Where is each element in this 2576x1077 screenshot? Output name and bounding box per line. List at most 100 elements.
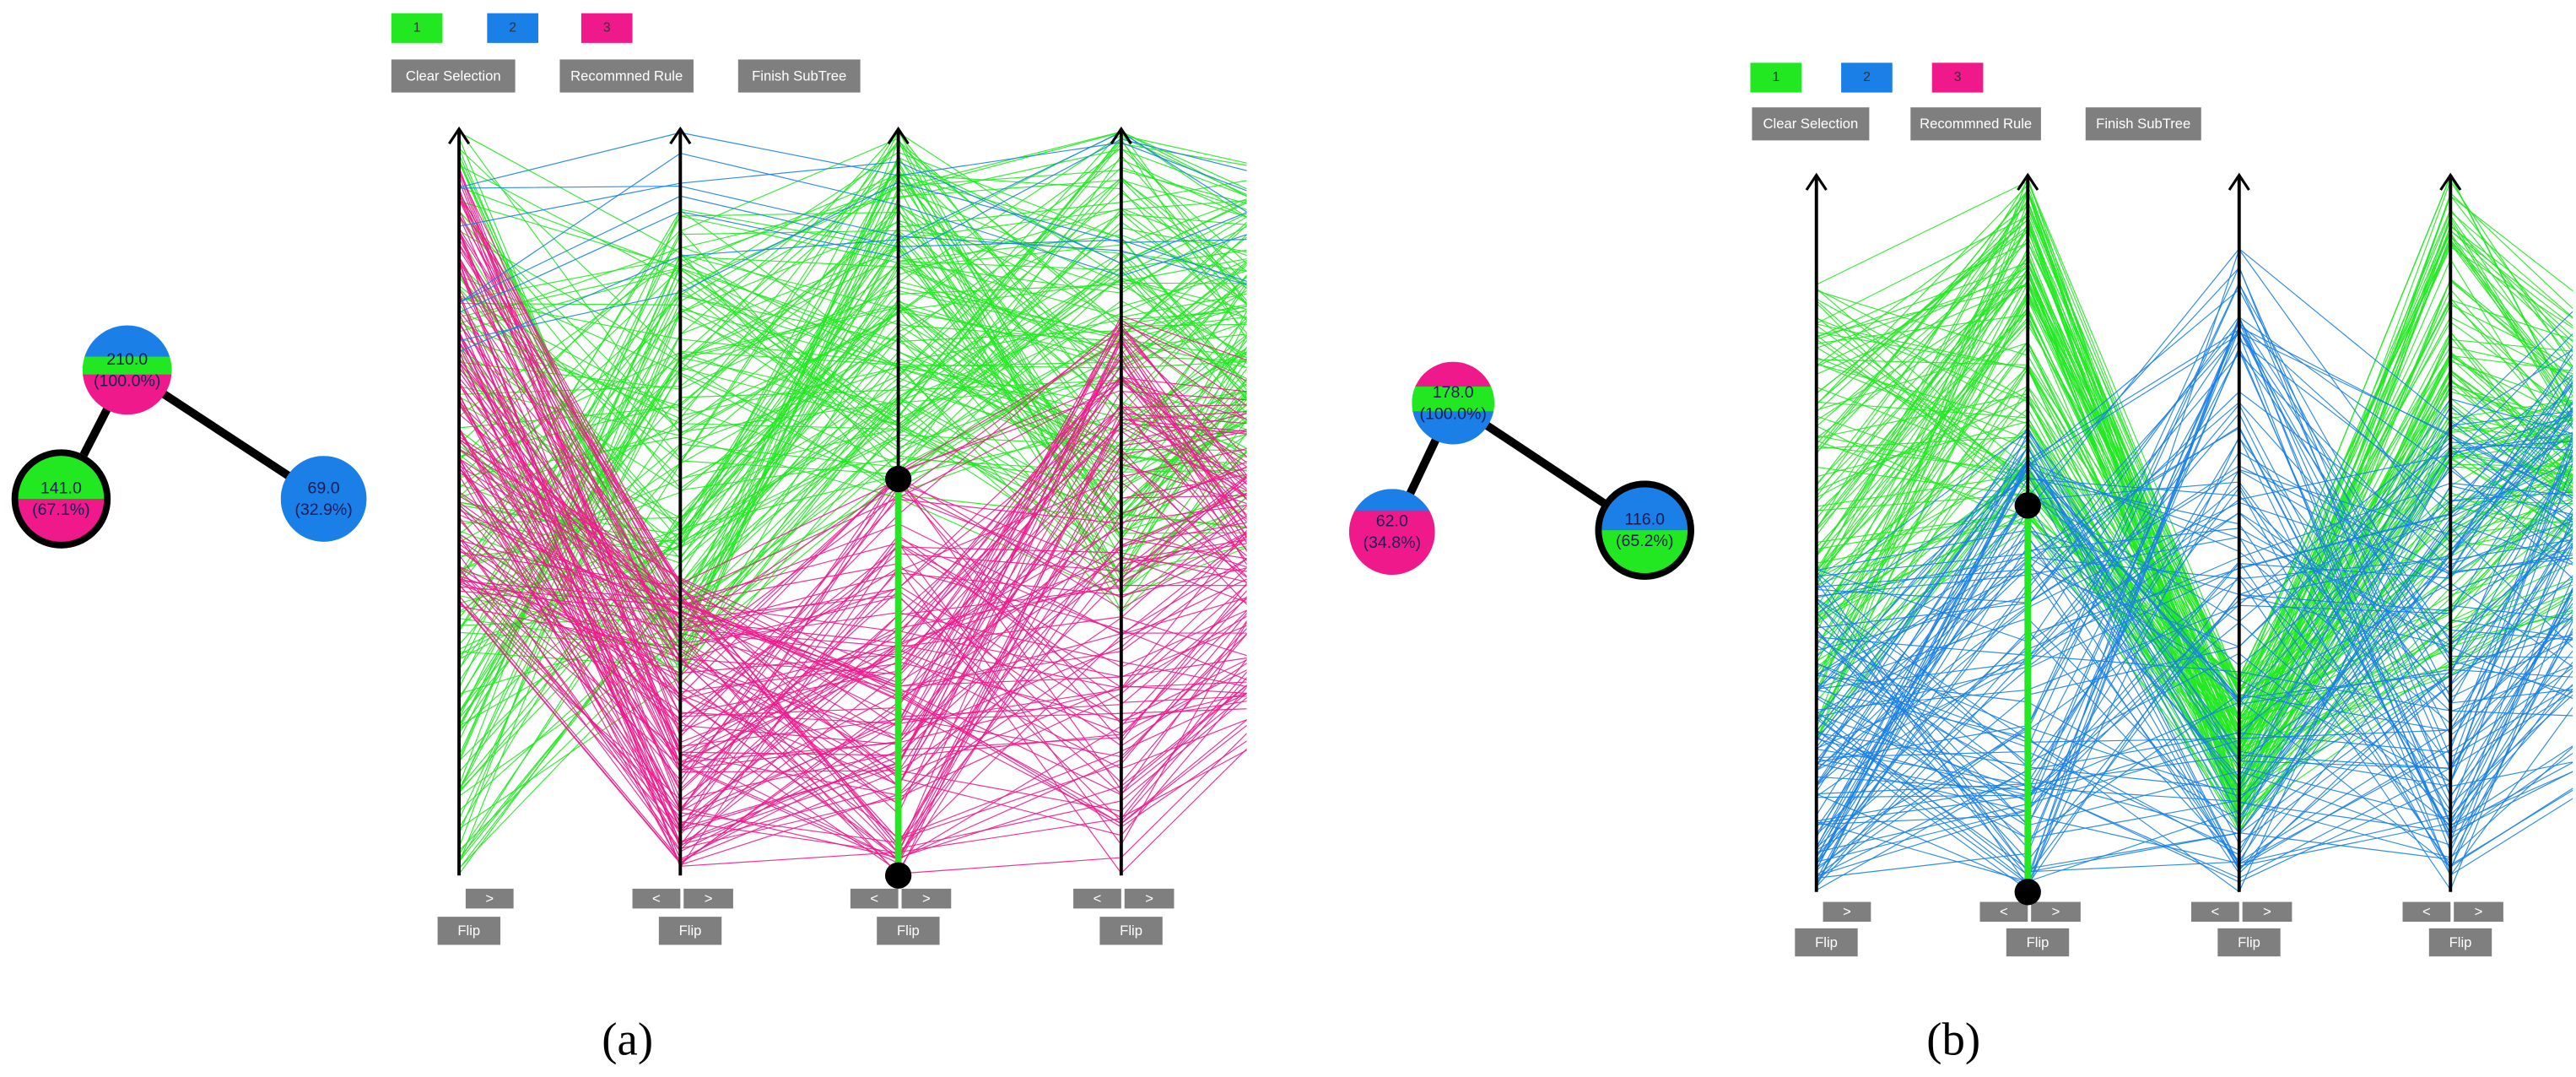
panel-caption: (b) bbox=[1926, 1013, 1980, 1064]
flip-button[interactable] bbox=[2428, 928, 2492, 957]
flip-label: Flip bbox=[2238, 934, 2260, 950]
data-line bbox=[1816, 381, 2573, 825]
arrow-label: > bbox=[485, 890, 494, 907]
legend-swatch[interactable] bbox=[581, 13, 633, 43]
arrow-label: > bbox=[2263, 904, 2271, 920]
arrow-label: > bbox=[1843, 904, 1851, 920]
panel: 1 2 3 Clear Selection Recommned Rule Finish S… bbox=[11, 13, 1247, 1064]
flip-label: Flip bbox=[1120, 923, 1142, 939]
selection-handle[interactable] bbox=[2014, 879, 2041, 906]
button[interactable] bbox=[391, 59, 516, 93]
flip-button[interactable] bbox=[1099, 917, 1163, 945]
arrow-button[interactable] bbox=[2454, 901, 2503, 923]
selection-handle[interactable] bbox=[884, 465, 912, 493]
button-label: Finish SubTree bbox=[2096, 116, 2190, 132]
arrow-button[interactable] bbox=[850, 888, 899, 909]
arrow-button[interactable] bbox=[632, 888, 681, 909]
node-stripe bbox=[1348, 489, 1435, 511]
node-percent: (67.1%) bbox=[32, 501, 89, 519]
flip-button[interactable] bbox=[2006, 928, 2070, 957]
flip-label: Flip bbox=[2449, 934, 2472, 950]
axis-arrow bbox=[448, 126, 471, 145]
button[interactable] bbox=[1910, 107, 2041, 141]
axis-arrow bbox=[1805, 172, 1828, 191]
button[interactable] bbox=[1752, 107, 1870, 141]
flip-label: Flip bbox=[679, 923, 702, 939]
node-percent: (65.2%) bbox=[1616, 532, 1674, 550]
axis-arrow bbox=[2017, 172, 2039, 191]
flip-button[interactable] bbox=[877, 917, 940, 945]
button-label: Recommned Rule bbox=[570, 68, 683, 84]
axis-arrow bbox=[887, 126, 910, 145]
arrow-button[interactable] bbox=[1124, 888, 1175, 909]
node-percent: (34.8%) bbox=[1364, 533, 1422, 552]
node-count: 178.0 bbox=[1433, 383, 1474, 402]
flip-label: Flip bbox=[1815, 934, 1838, 950]
legend-label: 3 bbox=[1954, 70, 1962, 84]
tree-node[interactable] bbox=[1412, 361, 1495, 446]
flip-button[interactable] bbox=[2217, 928, 2281, 957]
arrow-button[interactable] bbox=[2242, 901, 2292, 923]
legend-label: 2 bbox=[1863, 70, 1871, 84]
data-lines bbox=[1816, 175, 2573, 893]
data-line bbox=[458, 138, 1247, 313]
legend-swatch[interactable] bbox=[391, 13, 443, 43]
node-count: 116.0 bbox=[1624, 511, 1665, 529]
selection-handle[interactable] bbox=[2014, 492, 2041, 519]
data-line bbox=[1816, 322, 2573, 864]
button-label: Clear Selection bbox=[406, 68, 501, 84]
selection-handle[interactable] bbox=[884, 862, 912, 889]
arrow-button[interactable] bbox=[2191, 901, 2239, 923]
node-count: 210.0 bbox=[106, 350, 148, 369]
node-border bbox=[11, 449, 111, 549]
legend-label: 1 bbox=[1772, 70, 1779, 84]
flip-label: Flip bbox=[457, 923, 480, 939]
arrow-button[interactable] bbox=[683, 888, 733, 909]
node-border bbox=[1595, 480, 1694, 580]
axis-arrow bbox=[2439, 172, 2462, 191]
node-percent: (100.0%) bbox=[1420, 404, 1487, 423]
legend-swatch[interactable] bbox=[1750, 62, 1802, 93]
legend-label: 3 bbox=[603, 20, 611, 35]
arrow-button[interactable] bbox=[1823, 901, 1871, 923]
arrow-label: < bbox=[2422, 904, 2431, 920]
arrow-button[interactable] bbox=[1979, 901, 2028, 923]
legend-swatch[interactable] bbox=[1841, 62, 1893, 93]
button[interactable] bbox=[2085, 107, 2201, 141]
legend-swatch[interactable] bbox=[487, 13, 538, 43]
arrow-label: > bbox=[2052, 904, 2060, 920]
axis-arrow bbox=[2228, 172, 2250, 191]
arrow-button[interactable] bbox=[2031, 901, 2081, 923]
arrow-label: < bbox=[2000, 904, 2008, 920]
arrow-label: > bbox=[922, 890, 931, 907]
button[interactable] bbox=[737, 59, 861, 93]
button[interactable] bbox=[559, 59, 694, 93]
node-stripe bbox=[280, 456, 367, 542]
flip-button[interactable] bbox=[658, 917, 722, 945]
panel: 1 2 3 Clear Selection Recommned Rule Finish S… bbox=[1348, 62, 2573, 1064]
arrow-button[interactable] bbox=[465, 888, 514, 909]
tree-node[interactable] bbox=[82, 325, 172, 416]
arrow-label: < bbox=[652, 890, 661, 907]
flip-label: Flip bbox=[897, 923, 920, 939]
arrow-button[interactable] bbox=[1073, 888, 1121, 909]
arrow-button[interactable] bbox=[2402, 901, 2451, 923]
arrow-label: > bbox=[2475, 904, 2483, 920]
flip-button[interactable] bbox=[1795, 928, 1858, 957]
arrow-label: > bbox=[1145, 890, 1153, 907]
panel-caption: (a) bbox=[602, 1013, 653, 1064]
tree-node[interactable] bbox=[1348, 489, 1435, 576]
arrow-button[interactable] bbox=[901, 888, 952, 909]
arrow-label: < bbox=[1094, 890, 1102, 907]
tree-node[interactable] bbox=[280, 456, 367, 543]
node-stripe bbox=[1412, 386, 1495, 413]
node-percent: (32.9%) bbox=[294, 501, 353, 519]
button-label: Recommned Rule bbox=[1920, 116, 2032, 132]
flip-button[interactable] bbox=[437, 917, 500, 945]
flip-label: Flip bbox=[2027, 934, 2049, 950]
legend-swatch[interactable] bbox=[1931, 62, 1984, 93]
button-label: Clear Selection bbox=[1763, 116, 1859, 132]
axis-arrow bbox=[1110, 126, 1132, 145]
arrow-label: > bbox=[705, 890, 713, 907]
